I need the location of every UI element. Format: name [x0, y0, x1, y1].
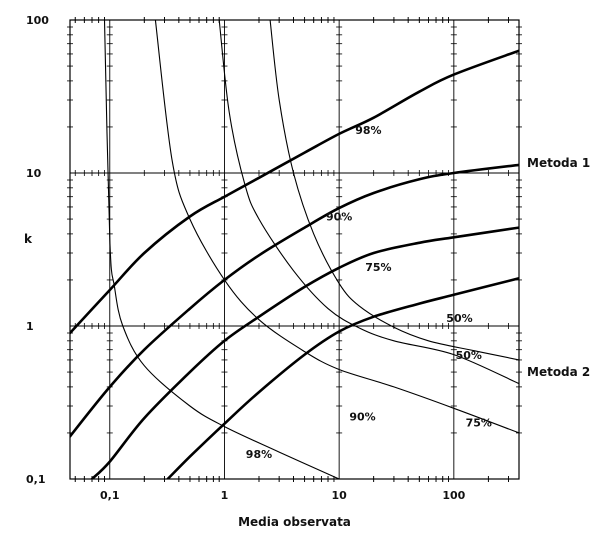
y-tick-label: 100: [26, 14, 49, 27]
curve-label: 50%: [446, 312, 472, 325]
x-axis-title: Media observata: [238, 515, 351, 529]
curve-metoda-2-50: [269, 20, 519, 361]
curve-metoda-2-90: [154, 20, 519, 434]
y-tick-label: 10: [26, 167, 42, 180]
y-tick-label: 1: [26, 320, 34, 333]
curve-label: 90%: [349, 410, 375, 423]
svg-text:98%: 98%: [355, 124, 381, 137]
svg-text:90%: 90%: [349, 410, 375, 423]
y-axis-title: k: [24, 232, 33, 246]
curve-label: 50%: [456, 349, 482, 362]
x-tick-label: 10: [331, 489, 347, 502]
curve-label: 90%: [326, 210, 352, 223]
curve-layer: [70, 20, 519, 479]
curve-metoda-1-98: [70, 49, 519, 335]
curve-label: 98%: [355, 124, 381, 137]
curve-metoda-2-75: [218, 20, 519, 385]
tick-label-layer: 0,1 1 10 100 0,1 1 10 100: [26, 14, 466, 502]
group-label-1: Metoda 1: [527, 156, 590, 170]
curve-label: 75%: [365, 261, 391, 274]
svg-text:50%: 50%: [446, 312, 472, 325]
curve-label: 75%: [466, 416, 492, 429]
curve-label-layer: 98% 90% 75% 50% 50% 90% 75% 98%: [246, 124, 492, 461]
minor-tick-layer: [67, 17, 522, 482]
plot-frame: [69, 19, 520, 480]
x-tick-label: 100: [442, 489, 465, 502]
curve-metoda-1-75: [90, 226, 519, 479]
svg-text:50%: 50%: [456, 349, 482, 362]
curve-label: 98%: [246, 448, 272, 461]
group-label-2: Metoda 2: [527, 365, 590, 379]
curve-metoda-2-98: [103, 20, 340, 479]
svg-text:98%: 98%: [246, 448, 272, 461]
group-label-layer: Metoda 1 Metoda 2: [527, 156, 590, 379]
svg-text:75%: 75%: [466, 416, 492, 429]
svg-text:90%: 90%: [326, 210, 352, 223]
curve-metoda-1-90: [70, 163, 519, 438]
x-tick-label: 1: [221, 489, 229, 502]
x-tick-label: 0,1: [100, 489, 120, 502]
curve-metoda-1-50: [166, 277, 519, 479]
svg-text:75%: 75%: [365, 261, 391, 274]
y-tick-label: 0,1: [26, 473, 46, 486]
